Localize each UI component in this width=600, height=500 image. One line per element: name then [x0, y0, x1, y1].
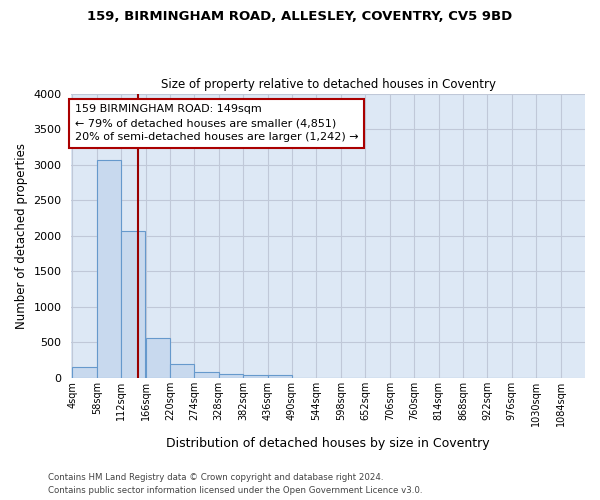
Y-axis label: Number of detached properties: Number of detached properties [15, 142, 28, 328]
Bar [73, 367, 97, 378]
Text: 159, BIRMINGHAM ROAD, ALLESLEY, COVENTRY, CV5 9BD: 159, BIRMINGHAM ROAD, ALLESLEY, COVENTRY… [88, 10, 512, 23]
Text: Contains HM Land Registry data © Crown copyright and database right 2024.
Contai: Contains HM Land Registry data © Crown c… [48, 474, 422, 495]
Bar [146, 338, 170, 378]
Text: 159 BIRMINGHAM ROAD: 149sqm
← 79% of detached houses are smaller (4,851)
20% of : 159 BIRMINGHAM ROAD: 149sqm ← 79% of det… [75, 104, 359, 142]
Bar [97, 160, 121, 378]
Bar [121, 232, 145, 378]
Title: Size of property relative to detached houses in Coventry: Size of property relative to detached ho… [161, 78, 496, 91]
Bar [170, 364, 194, 378]
Bar [244, 375, 268, 378]
Bar [268, 375, 292, 378]
Bar [219, 374, 243, 378]
Bar [194, 372, 218, 378]
X-axis label: Distribution of detached houses by size in Coventry: Distribution of detached houses by size … [166, 437, 490, 450]
